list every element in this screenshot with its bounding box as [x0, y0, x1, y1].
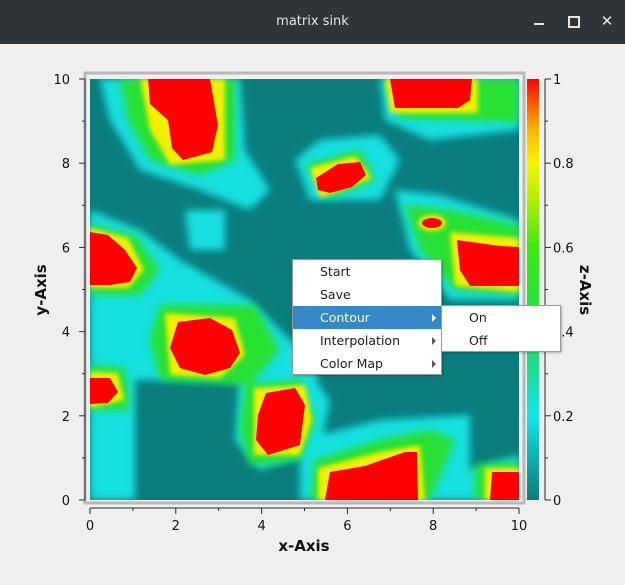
close-icon[interactable]: ✕	[600, 12, 614, 30]
maximize-icon[interactable]	[564, 12, 582, 30]
colorbar-tick-label: 0.6	[553, 241, 574, 256]
x-tick-label: 8	[429, 519, 437, 534]
x-axis-label: x-Axis	[278, 537, 329, 555]
submenu-item-off[interactable]: Off	[442, 329, 560, 352]
heatmap-peak-layer	[90, 79, 519, 500]
colorbar	[527, 79, 539, 500]
menu-item-interpolation[interactable]: Interpolation	[293, 329, 441, 352]
title-bar[interactable]: matrix sink ✕	[0, 0, 625, 44]
submenu-item-label: On	[469, 310, 487, 325]
colorbar-tick-label: 0.8	[553, 157, 574, 172]
submenu-arrow-icon	[432, 360, 436, 368]
submenu-item-label: Off	[469, 333, 488, 348]
colorbar-tick-label: 1	[553, 73, 561, 88]
y-tick-label: 10	[53, 73, 70, 88]
x-tick-label: 2	[172, 519, 180, 534]
y-tick-label: 0	[62, 494, 70, 509]
menu-item-start[interactable]: Start	[293, 260, 441, 283]
contour-submenu: On Off	[441, 305, 561, 352]
colorbar-tick-label: 0	[553, 494, 561, 509]
x-tick-label: 4	[257, 519, 265, 534]
submenu-item-on[interactable]: On	[442, 306, 560, 329]
submenu-arrow-icon	[432, 337, 436, 345]
z-axis-label: z-Axis	[576, 265, 594, 315]
y-axis-label: y-Axis	[32, 264, 50, 315]
x-tick-label: 10	[511, 519, 528, 534]
y-tick-label: 8	[62, 157, 70, 172]
y-axis-ticks: 0 2 4 6 8 10	[53, 73, 85, 509]
y-tick-label: 6	[62, 241, 70, 256]
y-tick-label: 4	[62, 326, 70, 341]
x-tick-label: 0	[86, 519, 94, 534]
colorbar-tick-label: 0.2	[553, 410, 574, 425]
menu-item-label: Interpolation	[320, 333, 400, 348]
x-tick-label: 6	[343, 519, 351, 534]
menu-item-label: Start	[320, 264, 351, 279]
menu-item-save[interactable]: Save	[293, 283, 441, 306]
submenu-arrow-icon	[432, 314, 436, 322]
y-tick-label: 2	[62, 410, 70, 425]
menu-item-label: Color Map	[320, 356, 383, 371]
menu-item-label: Save	[320, 287, 351, 302]
minimize-icon[interactable]	[530, 12, 548, 30]
colorbar-ticks: 00.20.40.60.81	[545, 73, 574, 509]
menu-item-color-map[interactable]: Color Map	[293, 352, 441, 375]
menu-item-contour[interactable]: Contour	[293, 306, 441, 329]
context-menu: Start Save Contour Interpolation Color M…	[292, 259, 442, 375]
menu-item-label: Contour	[320, 310, 370, 325]
window-title: matrix sink	[276, 14, 349, 29]
x-axis-ticks: 0 2 4 6 8 10	[86, 508, 527, 534]
